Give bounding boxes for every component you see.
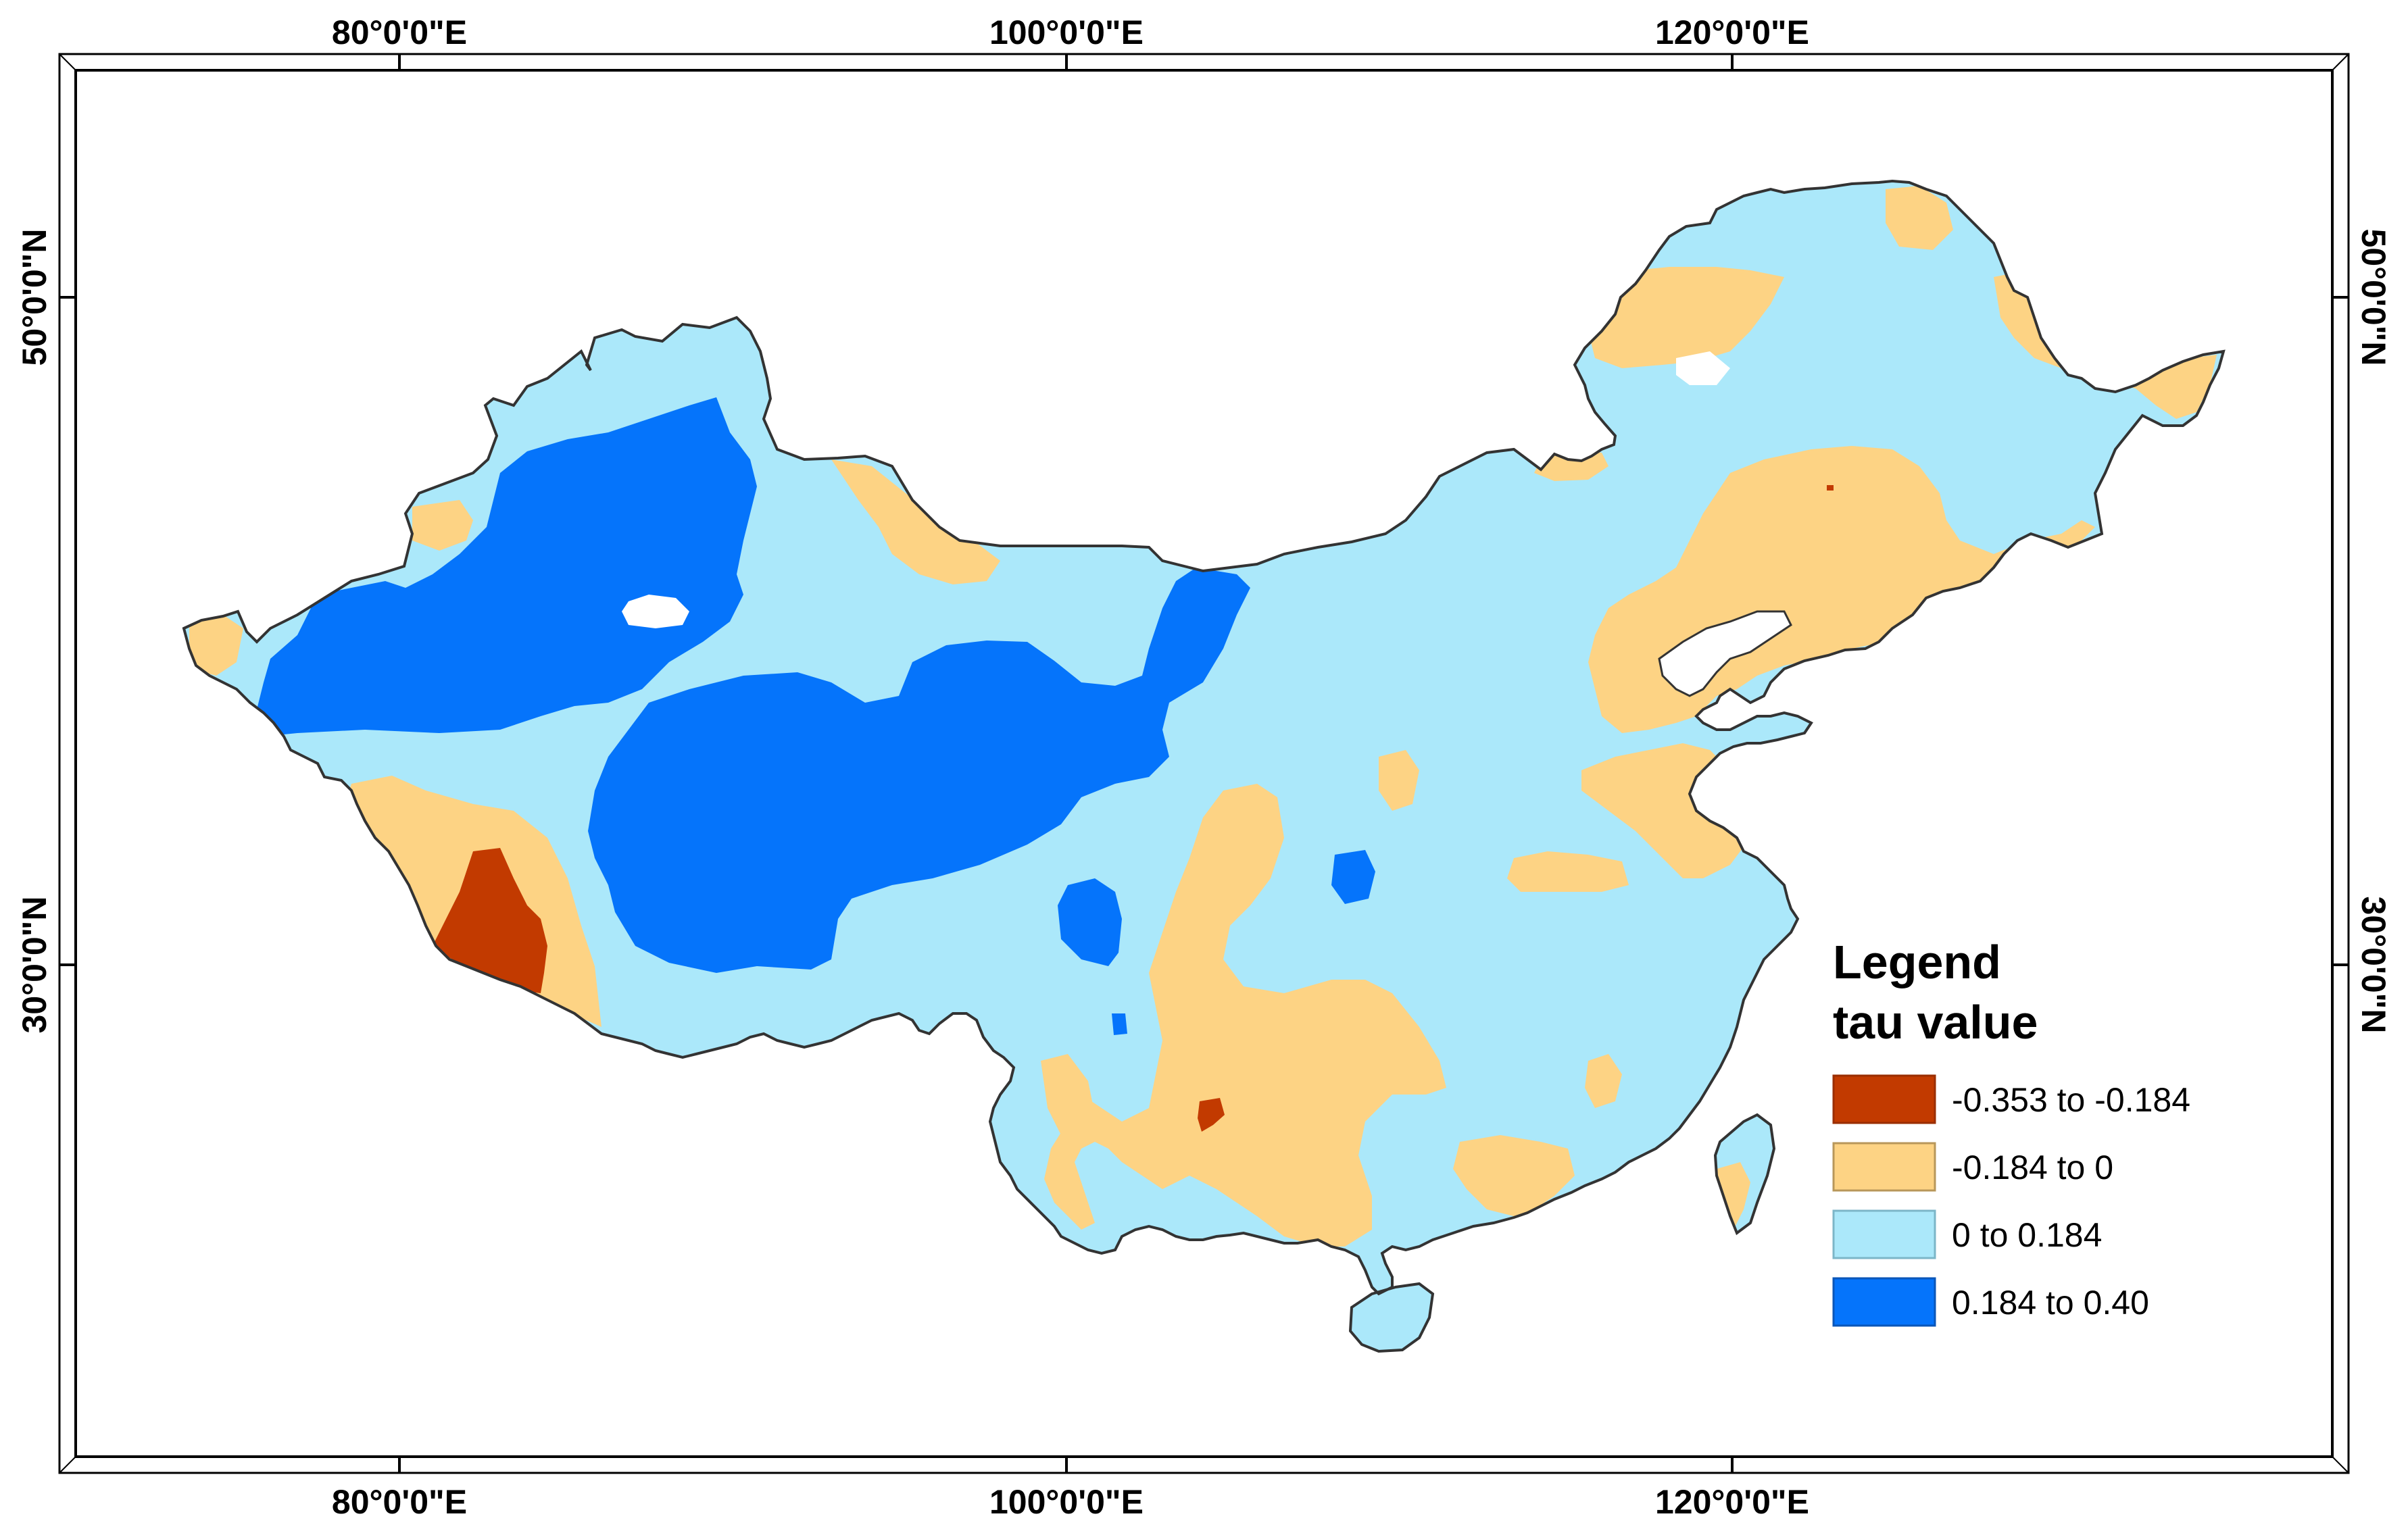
taiwan-outline <box>1713 1113 1776 1236</box>
region-strong-positive-xinjiang <box>257 397 757 736</box>
bohai-sea <box>1659 611 1791 696</box>
bottom-tick-label-80e: 80°0'0"E <box>332 1483 467 1521</box>
lake <box>1676 351 1730 385</box>
region-strong-positive-sichuan-west <box>1058 878 1122 966</box>
region-weak-negative-guizhou-dot <box>1379 750 1419 811</box>
region-weak-negative-guangdong <box>1453 1135 1575 1216</box>
legend-swatch-weak-negative <box>1832 1142 1936 1192</box>
region-strong-negative-jilin-dot <box>1827 485 1834 491</box>
top-tick-label-80e: 80°0'0"E <box>332 14 467 51</box>
region-weak-negative-gansu <box>831 459 1000 584</box>
bottom-tick-label-100e: 100°0'0"E <box>989 1483 1144 1521</box>
top-tick-label-120e: 120°0'0"E <box>1655 14 1809 51</box>
legend-label-strong-positive: 0.184 to 0.40 <box>1952 1284 2149 1322</box>
legend-label-weak-positive: 0 to 0.184 <box>1952 1216 2102 1254</box>
region-weak-negative-inner-mongolia-ne <box>1588 267 1784 368</box>
right-tick-label-50n: 50°0'0"N <box>2355 229 2392 366</box>
region-weak-negative-heilongjiang-top <box>1886 186 1953 250</box>
legend: Legend tau value -0.353 to -0.184 -0.184… <box>1832 936 2190 1327</box>
region-weak-negative-junggar-nw <box>412 500 473 551</box>
right-tick-label-30n: 30°0'0"N <box>2355 897 2392 1034</box>
bottom-tick-label-120e: 120°0'0"E <box>1655 1483 1809 1521</box>
coordinate-labels: 80°0'0"E 100°0'0"E 120°0'0"E 80°0'0"E 10… <box>16 14 2392 1521</box>
hainan-outline <box>1348 1282 1435 1353</box>
region-weak-negative-yunnan-south <box>1041 1054 1095 1142</box>
region-strong-negative-sichuan-dot <box>1198 1098 1225 1132</box>
region-weak-negative-henan <box>1507 851 1629 892</box>
legend-label-strong-negative: -0.353 to -0.184 <box>1952 1081 2190 1119</box>
legend-title: Legend <box>1833 936 2001 988</box>
left-tick-label-30n: 30°0'0"N <box>16 897 53 1034</box>
legend-swatch-strong-negative <box>1832 1074 1936 1124</box>
graticule-ticks <box>59 54 2349 1473</box>
region-strong-positive-isle <box>622 595 689 628</box>
legend-label-weak-negative: -0.184 to 0 <box>1952 1149 2113 1186</box>
region-strong-positive-yunnan-dot <box>1112 1013 1127 1035</box>
legend-swatch-weak-positive <box>1832 1209 1936 1259</box>
region-weak-negative-kashgar <box>189 615 243 676</box>
region-weak-negative-fujian-dot <box>1585 1054 1622 1108</box>
region-strong-negative-tibet <box>433 848 547 993</box>
top-tick-label-100e: 100°0'0"E <box>989 14 1144 51</box>
bohai-outline <box>1658 610 1792 697</box>
region-weak-negative-sichuan <box>1044 784 1446 1247</box>
region-strong-positive-shaanxi <box>1331 850 1375 904</box>
region-strong-positive-qinghai <box>588 568 1250 973</box>
legend-swatch-strong-positive <box>1832 1277 1936 1327</box>
left-tick-label-50n: 50°0'0"N <box>16 229 53 366</box>
china-outline <box>182 179 2226 1296</box>
legend-subtitle: tau value <box>1833 996 2038 1049</box>
